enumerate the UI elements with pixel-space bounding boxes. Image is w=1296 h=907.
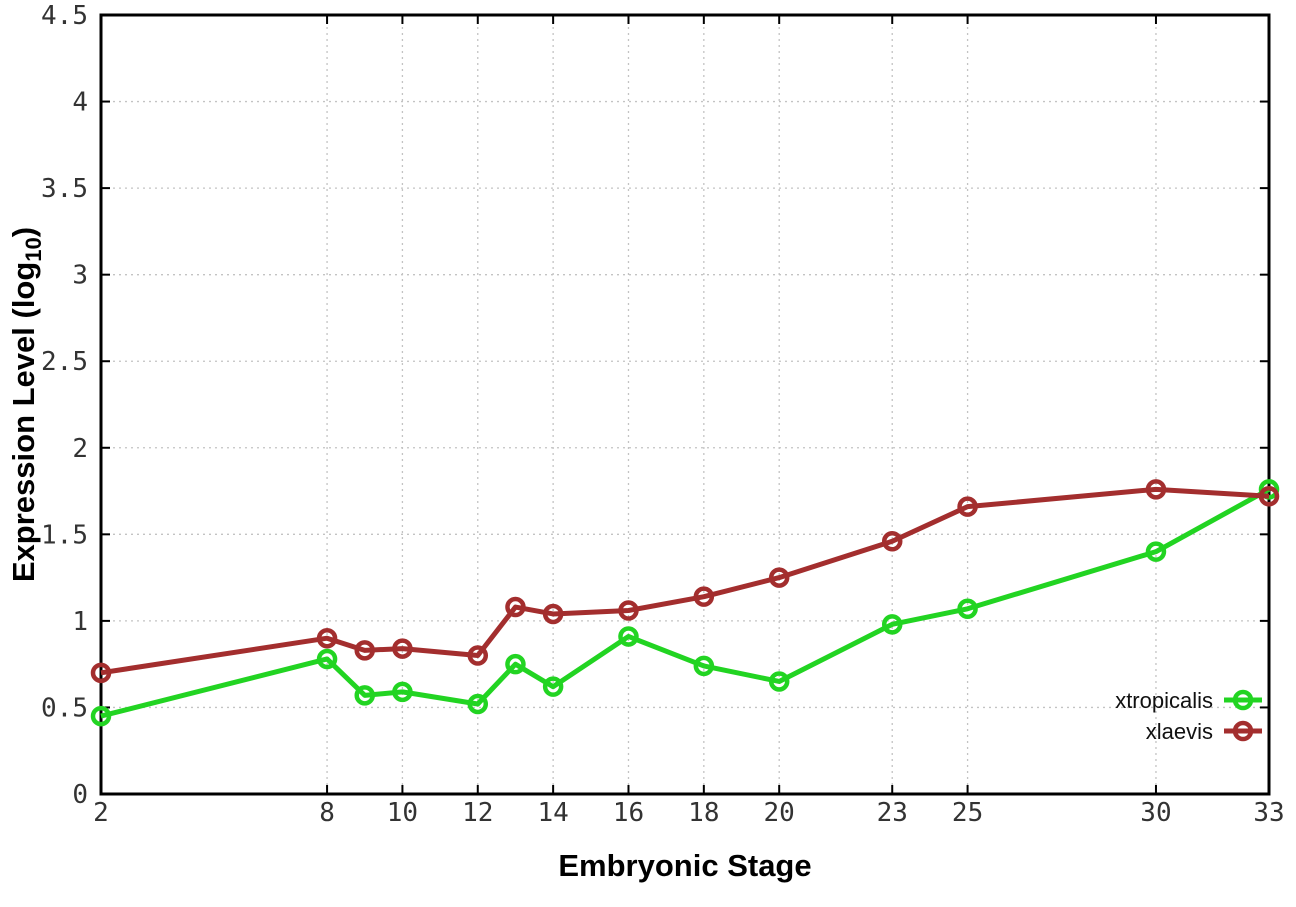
data-point-xlaevis <box>90 662 112 684</box>
data-point-xtropicalis <box>881 614 903 635</box>
border-rect <box>99 13 1271 796</box>
x-tick-label: 8 <box>319 798 335 828</box>
legend-label-xtropicalis: xtropicalis <box>1115 688 1213 713</box>
data-point-xlaevis <box>1145 479 1167 500</box>
y-tick-labels: 0 0.5 1 1.5 2 2.5 3 3.5 4 4.5 <box>41 1 88 810</box>
y-tick-label: 2 <box>72 434 88 464</box>
x-tick-label: 18 <box>688 798 719 828</box>
y-tick-label: 4.5 <box>41 1 88 31</box>
y-tick-label: 3 <box>72 261 88 291</box>
data-point-xtropicalis <box>392 681 413 703</box>
x-tick-label: 2 <box>93 798 109 828</box>
y-tick-label: 1 <box>72 607 88 637</box>
data-series <box>90 479 1280 727</box>
legend-sample-marker-xtropicalis <box>1232 689 1254 711</box>
data-point-xlaevis <box>618 600 639 621</box>
series-line-xtropicalis <box>100 487 1271 719</box>
data-point-xtropicalis <box>316 648 338 670</box>
data-point-xlaevis <box>881 531 903 552</box>
y-tick-label: 2.5 <box>41 347 88 377</box>
y-tick-label: 1.5 <box>41 520 88 550</box>
data-point-xtropicalis <box>693 655 715 677</box>
data-point-xtropicalis <box>467 693 489 715</box>
x-tick-label: 14 <box>537 798 568 828</box>
data-point-xlaevis <box>505 596 526 618</box>
data-point-xlaevis <box>1258 485 1280 507</box>
x-tick-label: 23 <box>877 798 908 828</box>
data-point-xlaevis <box>768 567 790 588</box>
y-tick-label: 0 <box>72 780 88 810</box>
chart-legend: xtropicalis xlaevis <box>1115 688 1262 744</box>
y-tick-label: 3.5 <box>41 174 88 204</box>
x-tick-label: 10 <box>387 798 418 828</box>
gridlines <box>101 15 1269 794</box>
series-line-xlaevis <box>100 486 1270 676</box>
legend-label-xlaevis: xlaevis <box>1146 719 1213 744</box>
data-point-xlaevis <box>316 627 338 649</box>
data-point-xtropicalis <box>768 671 790 692</box>
data-point-xtropicalis <box>542 676 564 697</box>
axis-ticks <box>100 14 1270 795</box>
x-tick-label: 16 <box>613 798 644 828</box>
data-point-xlaevis <box>957 496 978 517</box>
plot-border <box>99 13 1271 796</box>
x-tick-label: 25 <box>952 798 983 828</box>
x-tick-labels: 2 8 10 12 14 16 18 20 23 25 30 33 <box>93 798 1284 828</box>
data-point-xtropicalis <box>1145 541 1167 562</box>
y-axis-title: Expression Level (log10) <box>6 227 46 582</box>
data-point-xlaevis <box>392 638 413 659</box>
data-point-xlaevis <box>354 640 375 661</box>
data-point-xtropicalis <box>618 626 639 647</box>
data-point-xtropicalis <box>90 705 112 727</box>
data-point-xtropicalis <box>1258 479 1280 500</box>
x-axis-title: Embryonic Stage <box>558 848 811 883</box>
x-tick-label: 12 <box>462 798 493 828</box>
legend-sample-marker-xlaevis <box>1232 720 1254 742</box>
x-tick-label: 20 <box>764 798 795 828</box>
data-point-xtropicalis <box>957 598 978 620</box>
data-point-xlaevis <box>693 586 715 607</box>
y-tick-label: 4 <box>72 88 88 118</box>
data-point-xlaevis <box>467 645 489 666</box>
data-point-xtropicalis <box>505 653 526 675</box>
x-tick-label: 30 <box>1140 798 1171 828</box>
x-tick-label: 33 <box>1253 798 1284 828</box>
data-point-xtropicalis <box>354 685 375 706</box>
y-tick-label: 0.5 <box>41 693 88 723</box>
data-point-xlaevis <box>542 603 564 625</box>
